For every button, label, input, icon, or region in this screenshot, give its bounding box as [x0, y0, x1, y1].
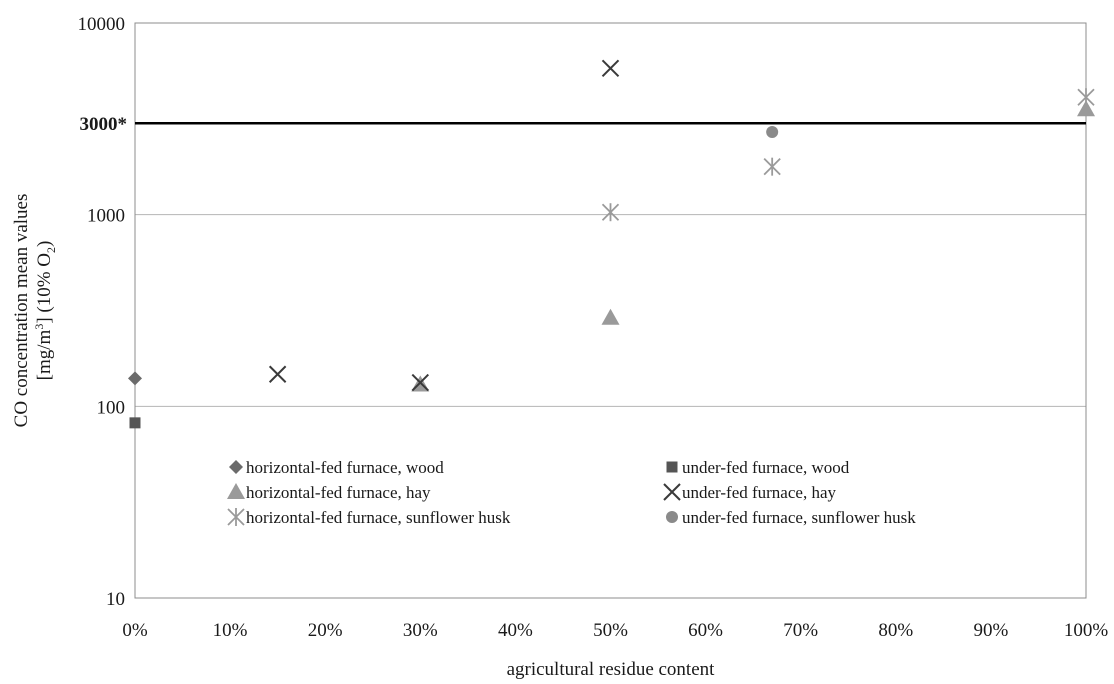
point-x-1: [411, 373, 430, 392]
legend-label-3: under-fed furnace, hay: [682, 483, 836, 502]
point-diamond-0: [128, 371, 142, 386]
x-tick-label-40: 40%: [498, 620, 533, 641]
legend-marker-3: [663, 483, 681, 501]
y-tick-label-10: 10: [106, 589, 125, 610]
x-tick-label-70: 70%: [783, 620, 818, 641]
legend-marker-2: [227, 483, 245, 499]
y-axis-title-subscript: 2: [44, 247, 58, 253]
y-axis-title-middle: ] (10% O: [34, 253, 55, 324]
y-axis-title: CO concentration mean values [mg/m3] (10…: [11, 194, 58, 428]
y-axis-title-superscript: 3: [32, 324, 46, 330]
x-tick-label-90: 90%: [973, 620, 1008, 641]
x-tick-label-80: 80%: [878, 620, 913, 641]
point-square-0: [129, 417, 141, 429]
point-circle-0: [766, 125, 779, 138]
x-axis-ticks: 0% 10% 20% 30% 40% 50% 60% 70% 80% 90% 100%: [122, 620, 1108, 641]
legend-label-2: horizontal-fed furnace, hay: [246, 483, 431, 502]
point-triangle-2: [1077, 100, 1095, 117]
x-tick-label-0: 0%: [122, 620, 148, 641]
x-tick-label-20: 20%: [308, 620, 343, 641]
y-axis-title-line1: CO concentration mean values: [11, 194, 32, 428]
y-axis-title-line2: [mg/m3] (10% O2): [32, 241, 58, 381]
x-tick-label-100: 100%: [1064, 620, 1109, 641]
legend-label-4: horizontal-fed furnace, sunflower husk: [246, 508, 511, 527]
x-tick-label-10: 10%: [213, 620, 248, 641]
plot-frame: [134, 22, 1087, 599]
legend-marker-0: [229, 460, 243, 474]
x-tick-label-60: 60%: [688, 620, 723, 641]
limit-label: 3000*: [80, 114, 128, 135]
point-triangle-1: [601, 308, 620, 325]
y-tick-label-1000: 1000: [87, 206, 125, 227]
point-asterisk-1: [763, 157, 781, 176]
point-x-2: [601, 59, 620, 78]
point-asterisk-0: [601, 203, 620, 222]
y-axis-ticks: 10 100 1000 10000: [78, 14, 126, 610]
legend-label-0: horizontal-fed furnace, wood: [246, 458, 444, 477]
legend-marker-1: [666, 461, 678, 473]
y-tick-label-10000: 10000: [78, 14, 126, 35]
x-axis-title: agricultural residue content: [507, 659, 716, 680]
point-x-0: [268, 365, 287, 383]
y-axis-title-end: ): [34, 241, 55, 247]
y-tick-label-100: 100: [97, 397, 126, 418]
legend-label-1: under-fed furnace, wood: [682, 458, 850, 477]
y-axis-title-unit: [mg/m: [34, 329, 55, 380]
legend: horizontal-fed furnace, wood under-fed fu…: [227, 458, 916, 527]
legend-label-5: under-fed furnace, sunflower husk: [682, 508, 916, 527]
data-points: [128, 59, 1095, 429]
legend-marker-5: [666, 511, 678, 523]
x-tick-label-30: 30%: [403, 620, 438, 641]
legend-marker-4: [227, 508, 245, 526]
x-tick-label-50: 50%: [593, 620, 628, 641]
